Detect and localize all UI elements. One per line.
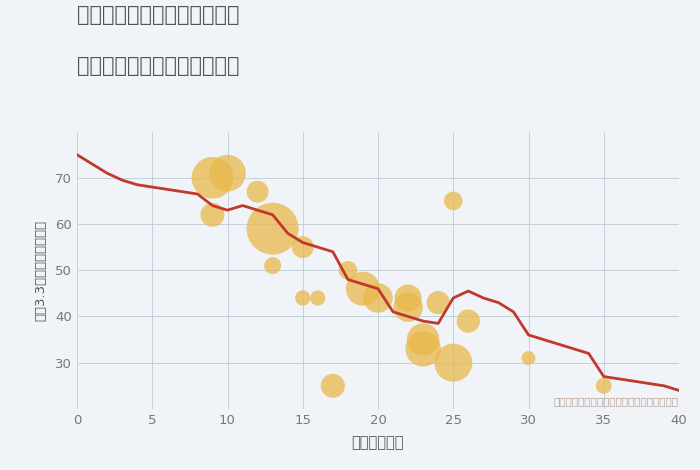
Point (372, 294, 384, 302)
Y-axis label: 坪（3.3㎡）単価（万円）: 坪（3.3㎡）単価（万円） (34, 219, 47, 321)
Point (267, 225, 278, 233)
Point (207, 174, 218, 181)
Point (207, 211, 218, 219)
Point (297, 243, 308, 251)
Text: 愛知県豊川市御津町上佐脇の: 愛知県豊川市御津町上佐脇の (77, 5, 239, 25)
Point (328, 382, 339, 390)
Point (222, 169, 233, 177)
Point (598, 382, 609, 390)
Point (448, 359, 459, 367)
Point (267, 262, 278, 269)
Point (417, 336, 428, 343)
Point (252, 188, 263, 196)
Text: 円の大きさは、取引のあった物件面積を示す: 円の大きさは、取引のあった物件面積を示す (554, 397, 679, 407)
X-axis label: 築年数（年）: 築年数（年） (351, 435, 405, 450)
Point (312, 294, 323, 302)
Point (402, 294, 414, 302)
Point (402, 304, 414, 311)
Point (342, 266, 354, 274)
Text: 築年数別中古マンション価格: 築年数別中古マンション価格 (77, 56, 239, 77)
Point (357, 285, 368, 292)
Point (297, 294, 308, 302)
Point (448, 197, 459, 205)
Point (433, 299, 444, 306)
Point (523, 354, 534, 362)
Point (417, 345, 428, 352)
Point (463, 317, 474, 325)
